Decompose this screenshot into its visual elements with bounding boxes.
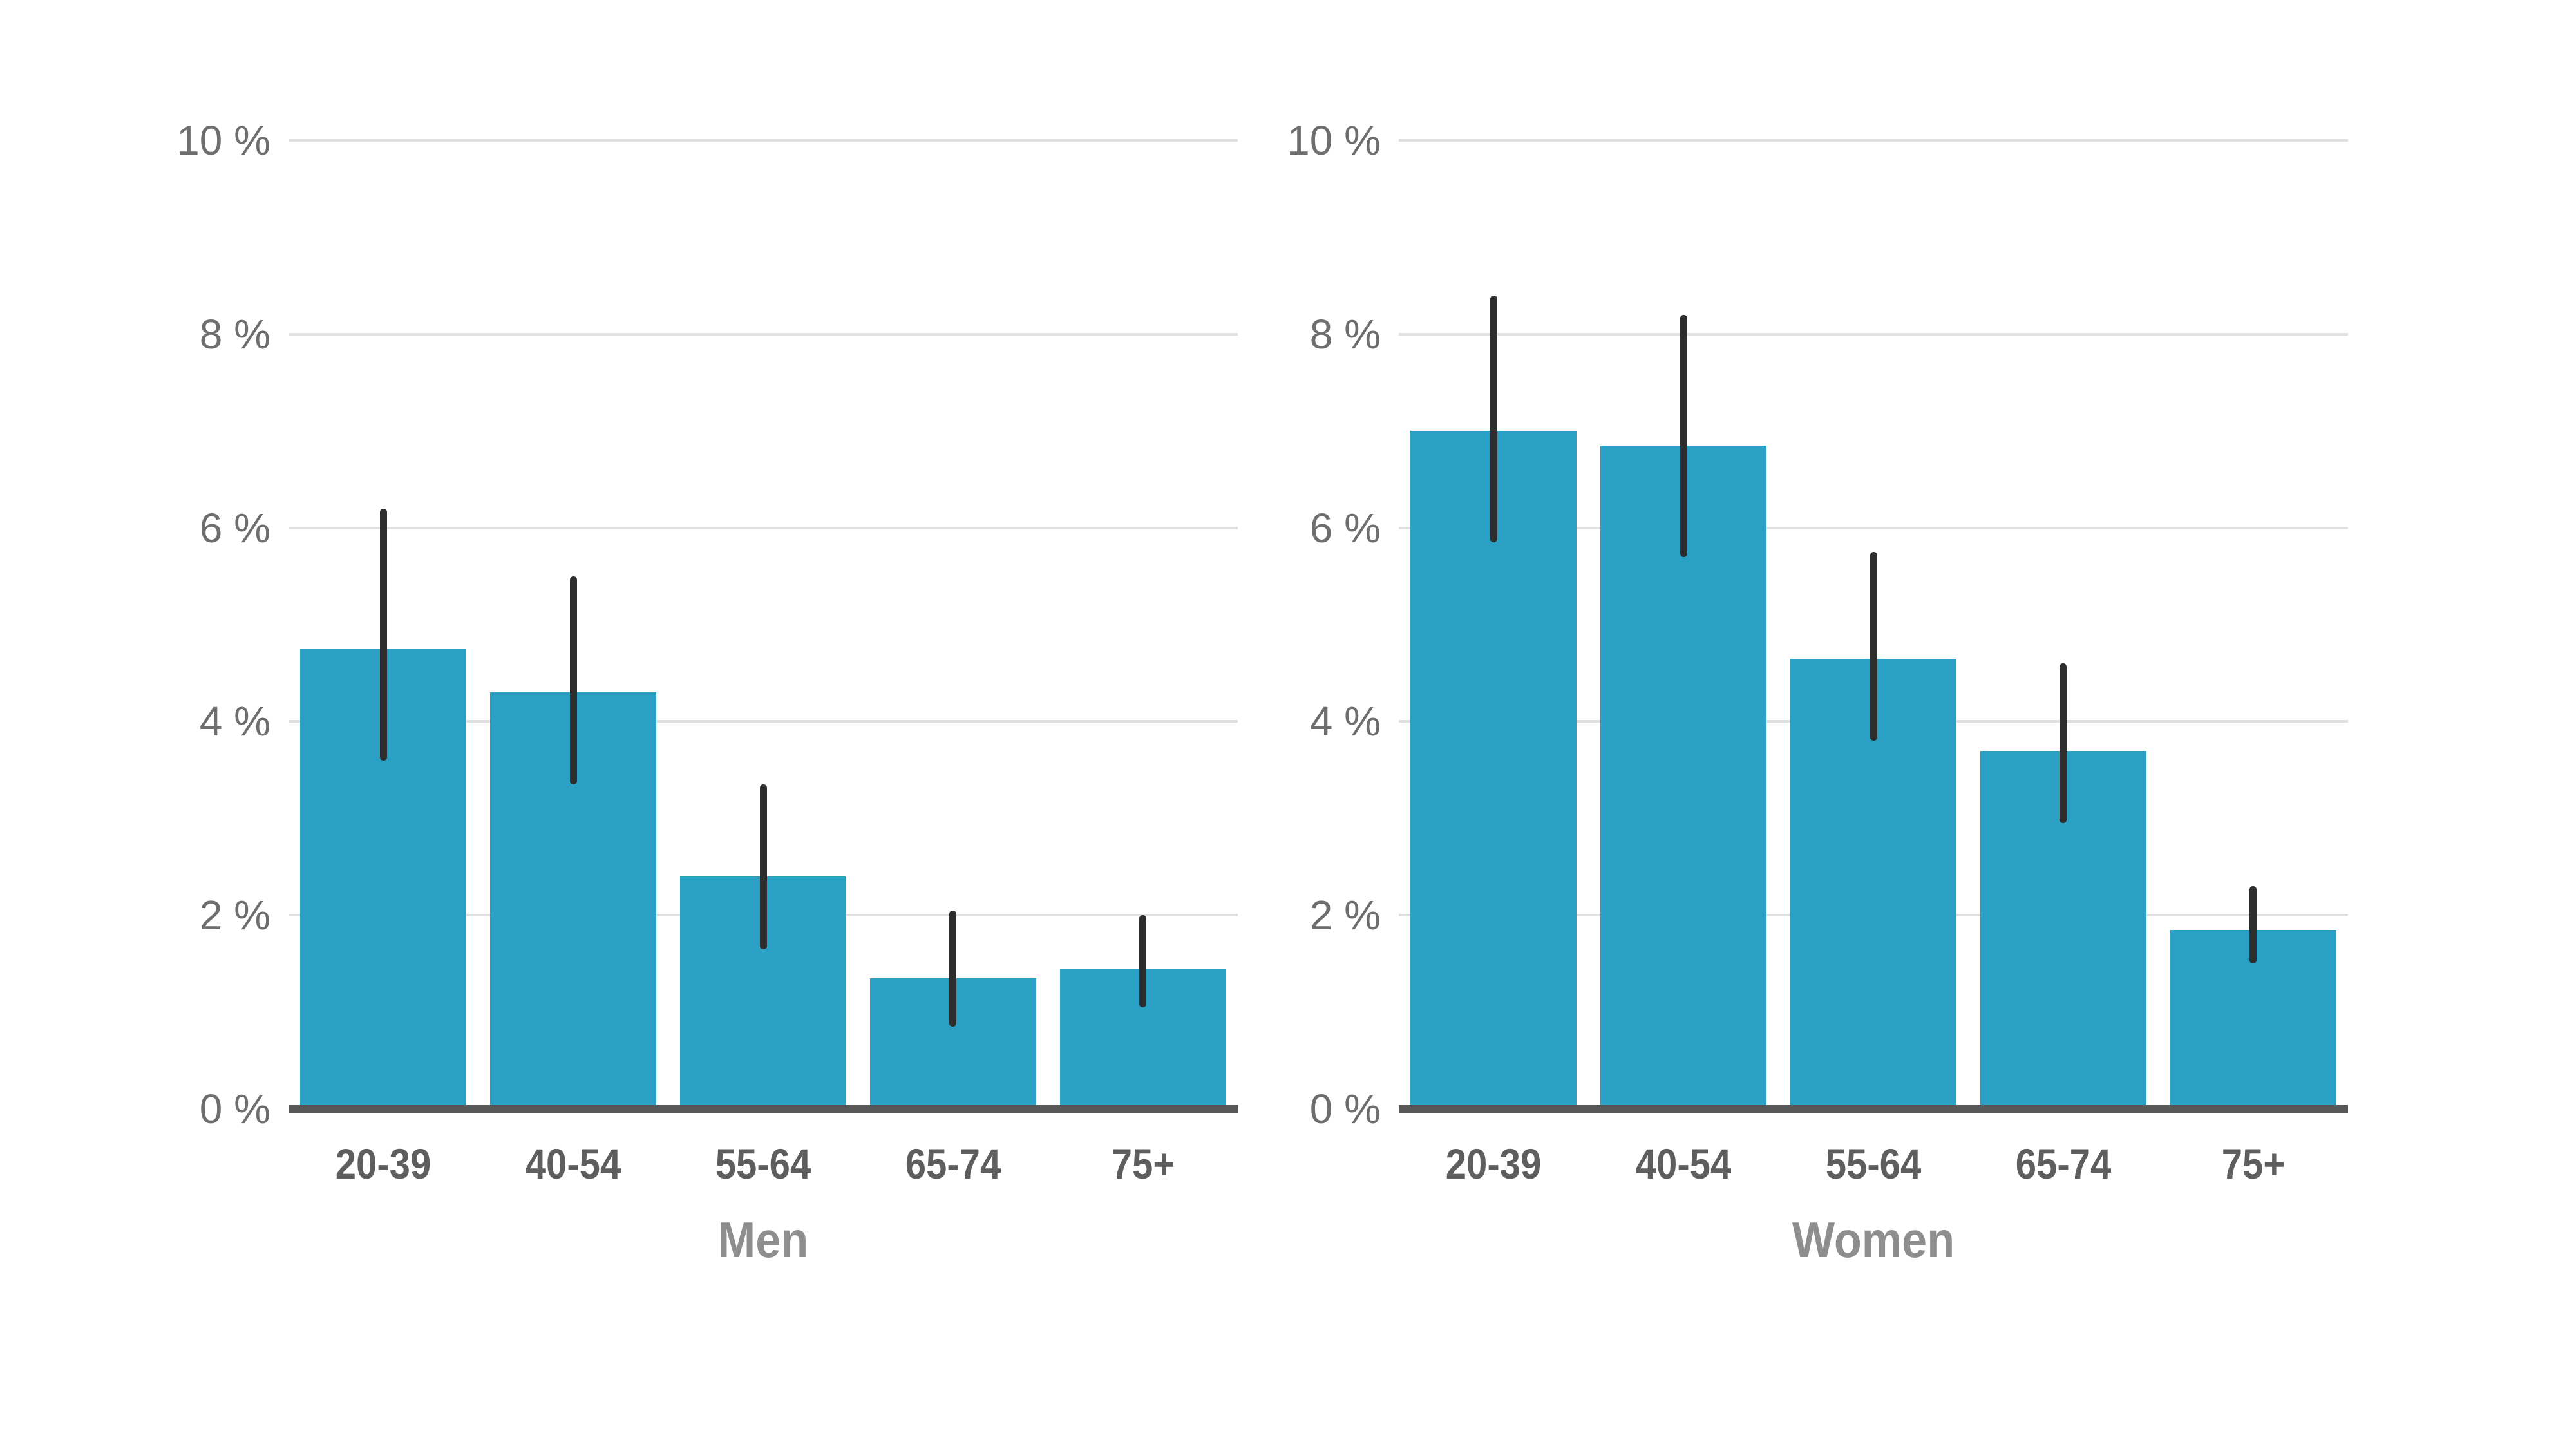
chart-men: 10 % 8 % 6 % 4 % 2 % 0 % 20-39 40-54 55-64 65-74… [0,120,1238,1364]
gridline-6pct [289,526,1238,529]
x-tick-label-55-64: 55-64 [715,1140,811,1188]
error-bar-women-65-74 [2060,663,2067,824]
error-bar-men-20-39 [379,508,387,761]
y-tick-label: 0 % [199,1086,270,1132]
gridline-6pct [1399,526,2348,529]
chart-women: 10 % 8 % 6 % 4 % 2 % 0 % 20-39 40-54 55-64 65-74… [1110,120,2348,1364]
y-tick-label: 10 % [1287,117,1381,164]
error-bar-women-20-39 [1490,295,1497,543]
gridline-10pct [289,139,1238,142]
error-bar-men-75+ [1139,915,1147,1008]
y-tick-label: 6 % [199,504,270,551]
y-tick-label: 0 % [1309,1086,1381,1132]
error-bar-women-55-64 [1870,552,1877,741]
gridline-10pct [1399,139,2348,142]
y-axis-labels-women: 10 % 8 % 6 % 4 % 2 % 0 % [1110,120,1381,1130]
gridline-8pct [289,332,1238,336]
error-bar-men-65-74 [949,910,957,1027]
chart-title-men: Men [717,1211,809,1268]
y-tick-label: 4 % [1309,698,1381,745]
x-tick-label-20-39: 20-39 [1446,1140,1542,1188]
x-tick-label-20-39: 20-39 [336,1140,431,1188]
y-tick-label: 8 % [199,310,270,357]
x-tick-label-65-74: 65-74 [905,1140,1001,1188]
x-axis-line [1399,1105,2348,1113]
plot-area-men: 20-39 40-54 55-64 65-74 75+ [289,139,1238,1185]
x-tick-label-40-54: 40-54 [1635,1140,1732,1188]
x-tick-label-40-54: 40-54 [525,1140,621,1188]
error-bar-women-75+ [2249,886,2257,964]
gridline-4pct [289,720,1238,723]
plot-area-women: 20-39 40-54 55-64 65-74 75+ [1399,139,2348,1185]
x-tick-label-65-74: 65-74 [2015,1140,2112,1188]
x-tick-label-55-64: 55-64 [1825,1140,1922,1188]
x-axis-line [289,1105,1238,1113]
x-tick-label-75+: 75+ [2221,1140,2285,1188]
y-tick-label: 6 % [1309,504,1381,551]
x-tick-label-75+: 75+ [1111,1140,1175,1188]
error-bar-men-55-64 [759,784,767,949]
error-bar-women-40-54 [1680,314,1687,557]
bar-women-20-39 [1410,431,1577,1109]
y-tick-label: 2 % [1309,892,1381,939]
y-tick-label: 4 % [199,698,270,745]
y-tick-label: 10 % [176,117,270,164]
error-bar-men-40-54 [569,576,577,785]
y-tick-label: 2 % [199,892,270,939]
gridline-8pct [1399,332,2348,336]
y-axis-labels-men: 10 % 8 % 6 % 4 % 2 % 0 % [0,120,270,1130]
chart-title-women: Women [1792,1211,1955,1268]
y-tick-label: 8 % [1309,310,1381,357]
